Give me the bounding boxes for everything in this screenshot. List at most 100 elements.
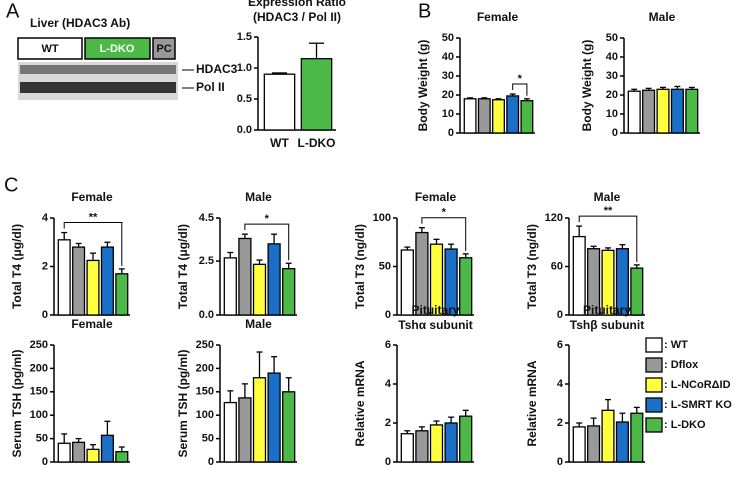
bar [282, 268, 296, 316]
y-tick-label: 200 [30, 362, 48, 374]
bar [492, 99, 505, 134]
chart-title: Male [245, 317, 272, 331]
bar [601, 409, 615, 463]
y-tick-label: 200 [196, 362, 214, 374]
y-tick-label: 2 [557, 417, 563, 429]
y-axis-label: Serum TSH (pg/ml) [176, 349, 190, 457]
bar [300, 58, 333, 131]
bar [115, 451, 129, 463]
bar [252, 377, 267, 463]
y-axis-label: Total T3 (ng/dl) [353, 224, 367, 309]
band-label: Pol II [196, 80, 225, 94]
bar [627, 90, 641, 134]
y-tick-label: 150 [30, 386, 48, 398]
y-tick-label: 1.0 [237, 62, 252, 74]
bar [477, 98, 491, 134]
y-tick-label: 20 [442, 89, 454, 101]
bar [86, 259, 100, 316]
y-tick-label: 50 [36, 433, 48, 445]
y-tick-label: 0.5 [237, 93, 252, 105]
y-tick-label: 120 [545, 212, 563, 224]
bar [463, 98, 477, 134]
y-axis-label: Serum TSH (pg/ml) [10, 349, 24, 457]
y-tick-label: 50 [202, 433, 214, 445]
y-tick-label: 4 [557, 378, 564, 390]
bar [72, 246, 86, 316]
y-axis-label: Relative mRNA [353, 360, 367, 446]
bar [263, 73, 296, 131]
bar [670, 88, 684, 134]
legend-label: : WT [664, 339, 688, 351]
chart-title: Female [71, 317, 113, 331]
blot-band [20, 65, 176, 74]
significance-label: ** [604, 205, 613, 217]
significance-bracket [512, 83, 528, 96]
bar [223, 401, 237, 463]
western-blot: Liver (HDAC3 Ab) WT L-DKO PC HDAC3 Pol I… [17, 16, 238, 100]
chart-subtitle: Tshβ subunit [570, 318, 644, 332]
legend-swatch [645, 337, 663, 353]
y-tick-label: 2 [42, 260, 48, 272]
bar [444, 422, 458, 463]
bar [100, 246, 114, 316]
legend-label: : L-DKO [664, 419, 706, 431]
y-tick-label: 0 [385, 456, 391, 468]
legend-label: : Dflox [664, 359, 699, 371]
y-tick-label: 0 [557, 309, 563, 321]
y-tick-label: 100 [30, 409, 48, 421]
y-tick-label: 0 [208, 456, 214, 468]
y-tick-label: 50 [442, 32, 454, 44]
bar [459, 257, 473, 316]
chart-subtitle: Tshα subunit [398, 318, 472, 332]
chart-title: Pituitary [583, 303, 631, 317]
y-tick-label: 6 [557, 339, 563, 351]
bar [630, 267, 644, 316]
bar [520, 100, 534, 134]
legend-swatch [645, 377, 663, 393]
y-tick-label: 20 [606, 89, 618, 101]
chart-title: Male [245, 190, 272, 204]
y-axis-label: Total T4 (μg/dl) [176, 224, 190, 309]
y-tick-label: 100 [196, 409, 214, 421]
chart-title: Female [415, 190, 457, 204]
bar [459, 415, 473, 463]
y-tick-label: 50 [606, 32, 618, 44]
panel-label: A [6, 0, 20, 22]
bar [267, 372, 281, 463]
significance-label: * [518, 73, 523, 85]
y-tick-label: 40 [442, 51, 454, 63]
significance-bracket [244, 223, 290, 261]
legend-swatch [645, 357, 663, 373]
bar [72, 441, 86, 463]
y-tick-label: 4 [42, 212, 49, 224]
y-tick-label: 150 [196, 386, 214, 398]
significance-bracket [63, 222, 123, 266]
bar [282, 391, 296, 463]
chart-subtitle: (HDAC3 / Pol II) [253, 10, 341, 24]
y-tick-label: 0 [448, 127, 454, 139]
significance-label: ** [89, 211, 98, 223]
y-tick-label: 250 [30, 339, 48, 351]
y-tick-label: 0 [42, 309, 48, 321]
y-tick-label: 0 [385, 309, 391, 321]
x-tick-label: WT [270, 136, 289, 150]
lane-box [84, 37, 151, 60]
bar [587, 425, 601, 463]
blot-band [20, 82, 176, 93]
y-tick-label: 0.0 [237, 124, 252, 136]
lane-label: WT [41, 43, 58, 55]
bar [630, 412, 644, 463]
bar [238, 237, 252, 316]
y-tick-label: 0 [612, 127, 618, 139]
bar [238, 397, 252, 463]
y-tick-label: 100 [373, 212, 391, 224]
significance-label: * [265, 213, 270, 225]
bar [642, 89, 656, 134]
bar [685, 88, 699, 134]
blot-title: Liver (HDAC3 Ab) [30, 16, 130, 30]
lane-label: PC [156, 43, 171, 55]
bar [86, 448, 100, 463]
lane-box [17, 37, 83, 60]
chart-title: Female [477, 10, 519, 24]
